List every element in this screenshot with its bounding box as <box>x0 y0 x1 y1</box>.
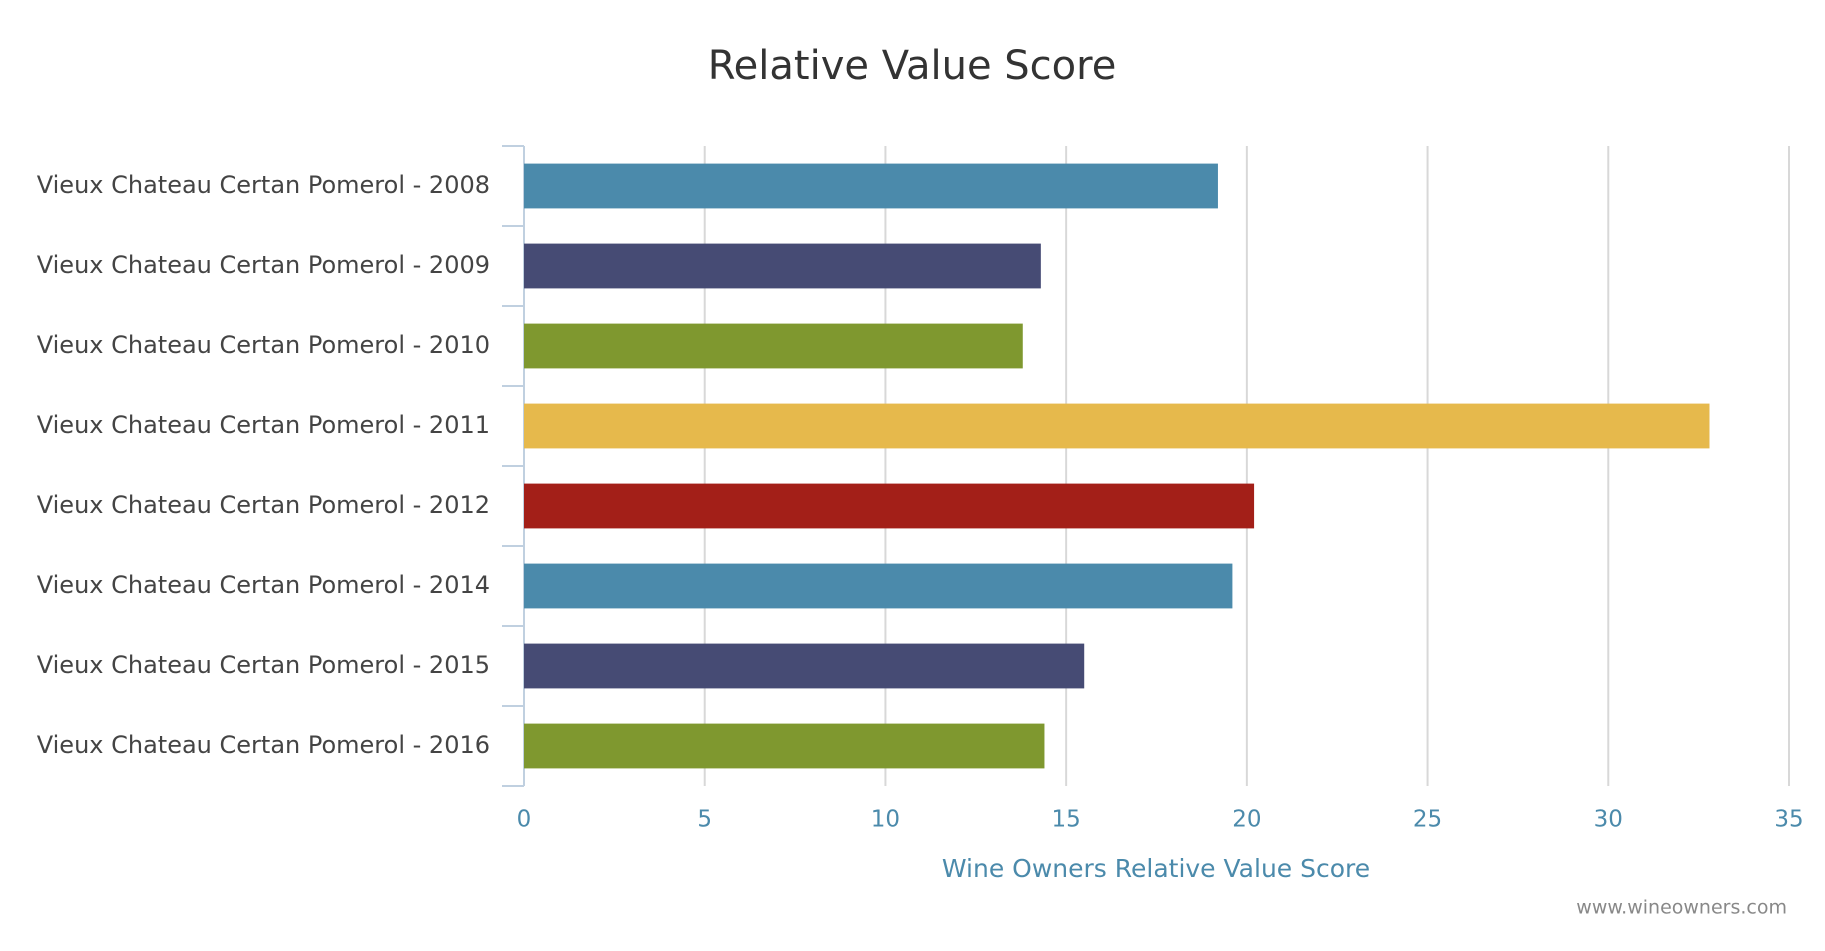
x-tick-label: 15 <box>1052 807 1081 833</box>
bar <box>524 243 1041 289</box>
bar <box>524 323 1023 369</box>
y-tick-label: Vieux Chateau Certan Pomerol - 2011 <box>37 411 490 439</box>
x-axis-title: Wine Owners Relative Value Score <box>942 854 1370 883</box>
bar <box>524 483 1255 529</box>
y-tick-label: Vieux Chateau Certan Pomerol - 2009 <box>37 251 490 279</box>
x-tick-label: 0 <box>517 807 532 833</box>
x-tick-label: 30 <box>1594 807 1623 833</box>
y-tick-label: Vieux Chateau Certan Pomerol - 2008 <box>37 171 490 199</box>
y-tick-label: Vieux Chateau Certan Pomerol - 2014 <box>37 571 490 599</box>
y-tick-label: Vieux Chateau Certan Pomerol - 2012 <box>37 491 490 519</box>
x-tick-label: 35 <box>1774 807 1803 833</box>
bar <box>524 563 1233 609</box>
bar <box>524 403 1710 449</box>
bar <box>524 723 1045 769</box>
y-tick-label: Vieux Chateau Certan Pomerol - 2016 <box>37 731 490 759</box>
x-tick-label: 20 <box>1232 807 1261 833</box>
y-tick-label: Vieux Chateau Certan Pomerol - 2015 <box>37 651 490 679</box>
credit: www.wineowners.com <box>1576 897 1787 919</box>
y-tick-label: Vieux Chateau Certan Pomerol - 2010 <box>37 331 490 359</box>
bar <box>524 643 1085 689</box>
x-tick-label: 25 <box>1413 807 1442 833</box>
chart-title: Relative Value Score <box>708 43 1117 89</box>
x-tick-label: 10 <box>871 807 900 833</box>
bar <box>524 163 1218 209</box>
x-tick-label: 5 <box>697 807 712 833</box>
